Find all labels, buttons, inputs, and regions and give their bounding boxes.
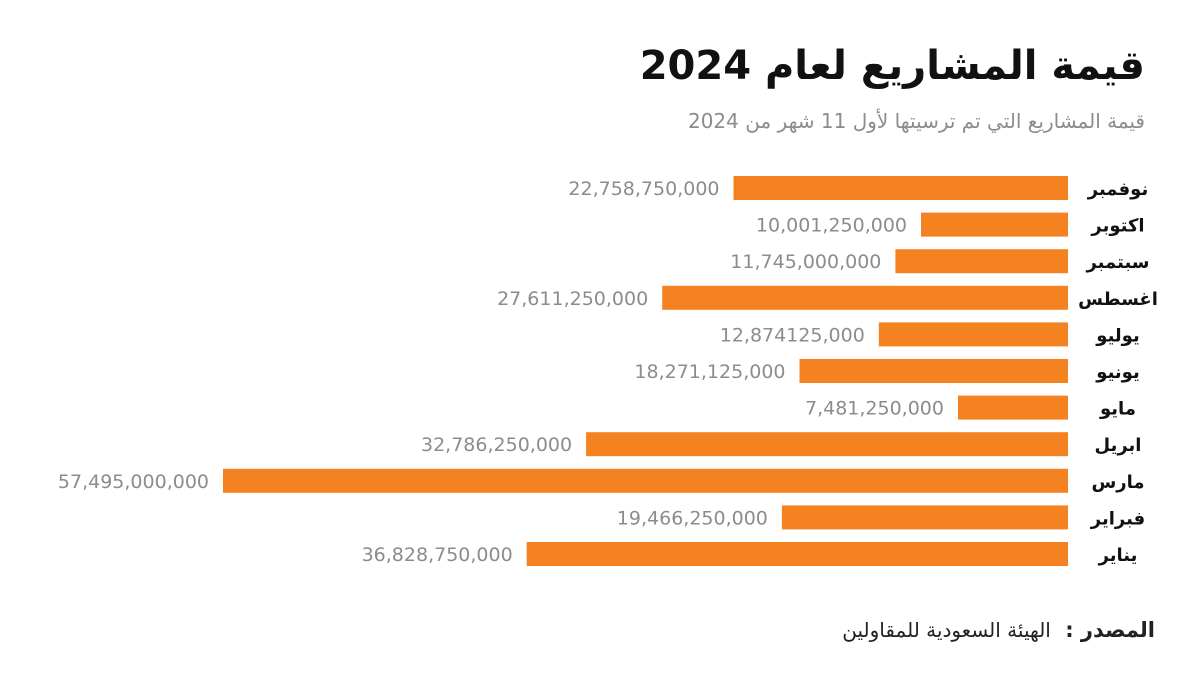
bar-10 (781, 505, 1068, 530)
category-label: يوليو (1095, 325, 1139, 346)
source-note: المصدر : الهيئة السعودية للمقاولين (842, 612, 1155, 648)
value-label: 7,481,250,000 (805, 398, 944, 420)
value-label: 22,758,750,000 (568, 178, 719, 200)
value-label: 27,611,250,000 (497, 288, 648, 310)
value-label: 19,466,250,000 (617, 507, 768, 529)
category-label: سبتمبر (1085, 252, 1149, 273)
bar-7 (958, 395, 1068, 420)
value-label: 11,745,000,000 (730, 251, 881, 273)
category-label: يناير (1098, 545, 1138, 566)
category-label: مارس (1091, 472, 1144, 493)
category-label: ابريل (1095, 435, 1142, 456)
bar-chart: 22,758,750,000 نوفمبر 10,001,250,000 اكتوبر… (58, 176, 1158, 566)
category-label: اغسطس (1078, 289, 1158, 310)
category-label: فبراير (1090, 508, 1145, 529)
value-label: 36,828,750,000 (362, 544, 513, 566)
category-label: مايو (1099, 399, 1136, 420)
source-text: الهيئة السعودية للمقاولين (842, 618, 1051, 642)
bar-11 (526, 542, 1068, 566)
source-label: المصدر : (1065, 618, 1155, 642)
value-label: 10,001,250,000 (756, 215, 907, 237)
chart-subtitle: قيمة المشاريع التي تم ترسيتها لأول 11 شه… (687, 109, 1145, 133)
bar-8 (586, 432, 1068, 457)
value-label: 32,786,250,000 (421, 434, 572, 456)
value-label: 57,495,000,000 (58, 471, 209, 493)
bar-5 (878, 322, 1068, 347)
chart-title: قيمة المشاريع لعام 2024 (639, 43, 1145, 89)
bar-9 (223, 468, 1068, 493)
category-label: نوفمبر (1087, 179, 1148, 200)
value-label: 18,271,125,000 (634, 361, 785, 383)
bar-4 (662, 285, 1068, 310)
category-label: يونيو (1095, 362, 1139, 383)
bar-3 (895, 249, 1068, 274)
bar-1 (733, 176, 1068, 200)
category-label: اكتوبر (1090, 216, 1144, 237)
bar-2 (921, 212, 1068, 237)
value-label: 12,874125,000 (720, 324, 865, 346)
bar-6 (799, 359, 1068, 383)
